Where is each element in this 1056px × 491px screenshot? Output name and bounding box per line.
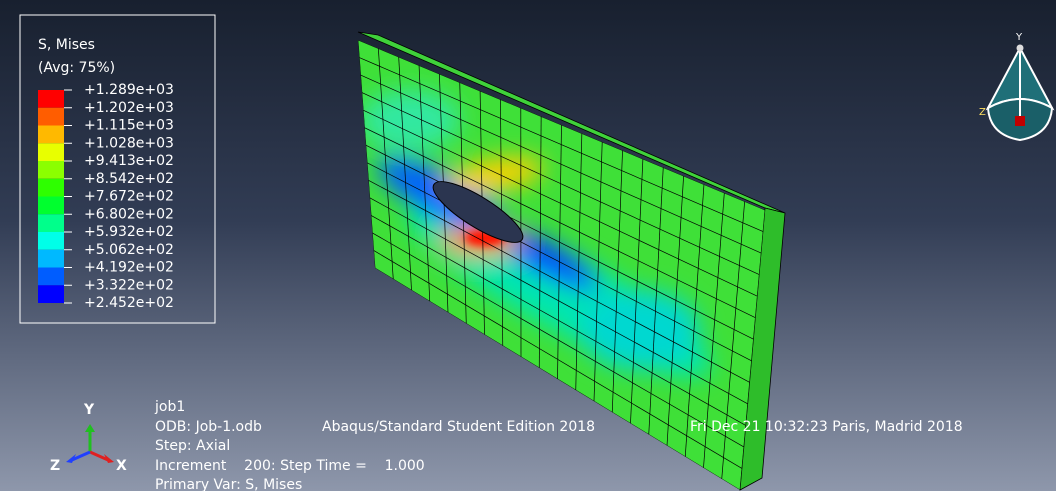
legend-label: +1.115e+03 [84, 118, 174, 134]
legend-band [38, 126, 64, 144]
triad-x: X [116, 458, 127, 474]
legend-label: +1.028e+03 [84, 135, 174, 151]
legend-band [38, 143, 64, 161]
triad-z: Z [50, 458, 60, 474]
triad-y: Y [83, 402, 95, 418]
legend-label: +3.322e+02 [84, 277, 174, 293]
legend-label: +7.672e+02 [84, 189, 174, 205]
legend-subtitle: (Avg: 75%) [38, 60, 115, 76]
viewport: S, Mises (Avg: 75%) +1.289e+03 +1.202e+03… [0, 0, 1056, 491]
legend-label: +1.289e+03 [84, 82, 174, 98]
legend-label: +5.062e+02 [84, 242, 174, 258]
step: Step: Axial [155, 438, 230, 454]
view-cube-z: Z [979, 107, 986, 118]
legend-title: S, Mises [38, 37, 95, 53]
view-cube-y: Y [1015, 32, 1023, 43]
job-name: job1 [154, 399, 185, 415]
legend-label: +9.413e+02 [84, 153, 174, 169]
legend-band [38, 179, 64, 197]
legend-band [38, 268, 64, 286]
legend-label: +4.192e+02 [84, 260, 174, 276]
legend-band [38, 214, 64, 232]
primary-var: Primary Var: S, Mises [155, 477, 302, 491]
legend-label: +6.802e+02 [84, 206, 174, 222]
legend-label: +2.452e+02 [84, 295, 174, 311]
legend-band [38, 197, 64, 215]
page: S, Mises (Avg: 75%) +1.289e+03 +1.202e+03… [0, 0, 1056, 491]
odb-name: ODB: Job-1.odb [155, 419, 262, 435]
increment: Increment 200: Step Time = 1.000 [155, 458, 425, 474]
legend-band [38, 108, 64, 126]
legend-label: +5.932e+02 [84, 224, 174, 240]
legend-band [38, 250, 64, 268]
date: Fri Dec 21 10:32:23 Paris, Madrid 2018 [690, 419, 963, 435]
edition: Abaqus/Standard Student Edition 2018 [322, 419, 595, 435]
legend-band [38, 232, 64, 250]
legend-band [38, 285, 64, 303]
legend-label: +8.542e+02 [84, 171, 174, 187]
legend-band [38, 161, 64, 179]
legend-label: +1.202e+03 [84, 100, 174, 116]
legend-band [38, 90, 64, 108]
